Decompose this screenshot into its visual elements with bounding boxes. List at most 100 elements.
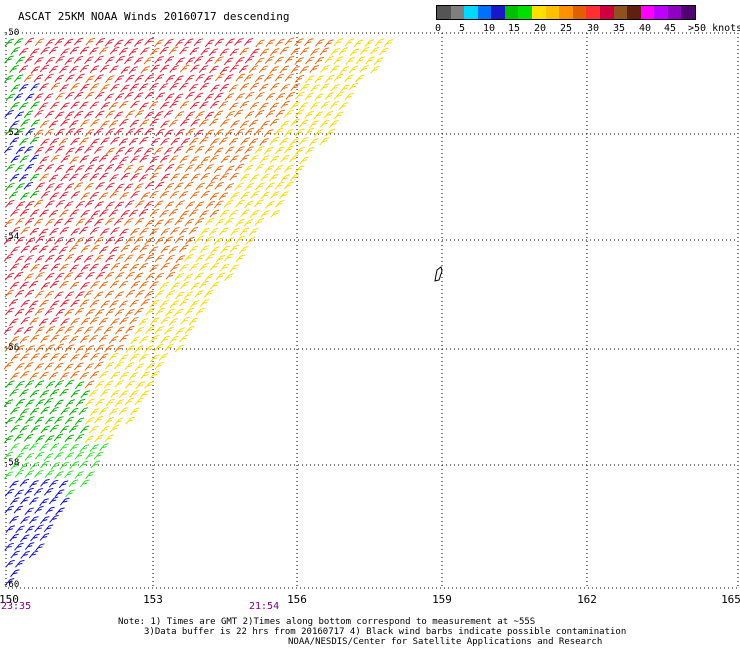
wind-barb — [199, 82, 210, 91]
wind-barb — [80, 264, 91, 272]
wind-barb — [144, 345, 154, 353]
wind-barb — [174, 217, 184, 226]
wind-barb — [10, 47, 20, 55]
wind-barb — [98, 317, 109, 326]
wind-barb — [209, 100, 220, 109]
wind-barb — [118, 280, 129, 289]
wind-barb — [324, 74, 335, 83]
wind-barb — [9, 263, 20, 272]
wind-barb — [39, 209, 49, 218]
wind-barb — [164, 182, 175, 191]
wind-barb — [294, 38, 304, 47]
wind-barb — [40, 46, 50, 55]
wind-barb — [69, 354, 80, 362]
wind-barb — [228, 209, 239, 218]
wind-barb — [108, 119, 119, 128]
wind-barb — [114, 379, 125, 388]
wind-barb — [4, 272, 15, 281]
wind-barb — [10, 120, 20, 129]
wind-barb — [129, 119, 140, 128]
wind-barb — [124, 254, 134, 263]
wind-barb — [164, 129, 174, 138]
wind-barb — [114, 236, 124, 245]
wind-barb — [95, 271, 105, 280]
wind-barb — [24, 289, 35, 298]
wind-barb — [229, 264, 239, 273]
wind-barb — [130, 173, 140, 181]
wind-barb — [40, 406, 50, 415]
wind-barb — [248, 65, 259, 73]
wind-barb — [78, 460, 89, 469]
wind-barb — [314, 93, 324, 102]
wind-barb — [160, 316, 170, 325]
wind-barb — [199, 210, 209, 218]
wind-barb — [14, 327, 24, 335]
wind-barb — [190, 173, 201, 182]
wind-barb — [159, 155, 170, 163]
wind-barb — [60, 118, 70, 127]
wind-barb — [35, 543, 45, 552]
wind-barb — [150, 137, 161, 146]
wind-barb — [3, 361, 14, 370]
wind-barb — [34, 290, 45, 299]
wind-barb — [64, 452, 75, 460]
wind-barb — [64, 57, 74, 66]
wind-barb — [144, 181, 155, 190]
wind-barb — [118, 354, 129, 363]
wind-barb — [110, 262, 121, 271]
wind-barb — [44, 128, 54, 137]
wind-barb — [150, 47, 160, 56]
wind-barb — [230, 227, 240, 236]
wind-barb — [299, 156, 309, 165]
wind-barb — [24, 452, 35, 461]
wind-barb — [124, 38, 134, 47]
wind-barb — [185, 74, 195, 83]
wind-barb — [129, 299, 139, 308]
wind-barb — [253, 127, 264, 136]
wind-barb — [80, 317, 91, 326]
wind-barb — [260, 173, 270, 182]
wind-barb — [239, 154, 250, 163]
wind-barb — [204, 146, 215, 154]
wind-barb — [75, 218, 86, 227]
wind-barb — [3, 435, 14, 444]
wind-barb — [64, 434, 74, 443]
wind-barb — [23, 433, 34, 442]
wind-barb — [213, 92, 224, 101]
wind-barb — [174, 75, 184, 84]
wind-barb — [59, 263, 69, 272]
wind-barb — [144, 219, 155, 228]
wind-barb — [244, 183, 254, 191]
wind-barb — [154, 181, 165, 190]
wind-barb — [149, 190, 159, 199]
legend-label: 30 — [587, 23, 600, 34]
wind-barb — [84, 128, 95, 137]
wind-barb — [153, 343, 164, 352]
wind-barb — [80, 245, 91, 253]
wind-barb — [44, 290, 55, 299]
wind-barb — [85, 451, 95, 460]
wind-barb — [129, 263, 139, 272]
wind-barb — [54, 236, 64, 245]
wind-barb — [108, 352, 119, 361]
wind-barb — [128, 137, 139, 146]
wind-barb — [30, 83, 40, 92]
wind-barb — [84, 435, 95, 444]
wind-barb — [125, 271, 135, 280]
wind-barb — [235, 199, 245, 208]
wind-barb — [134, 236, 144, 245]
wind-barb — [9, 318, 19, 327]
wind-barb — [38, 228, 49, 237]
wind-barb — [59, 443, 69, 452]
wind-barb — [29, 136, 40, 145]
wind-barb — [140, 192, 150, 200]
wind-barb — [284, 145, 294, 154]
wind-barb — [250, 190, 260, 199]
wind-barb — [260, 120, 270, 129]
wind-barb — [275, 92, 286, 101]
wind-barb — [290, 83, 300, 92]
wind-barb — [19, 534, 30, 543]
wind-barb — [48, 65, 59, 74]
wind-barb — [14, 164, 25, 173]
wind-barb — [128, 48, 139, 56]
